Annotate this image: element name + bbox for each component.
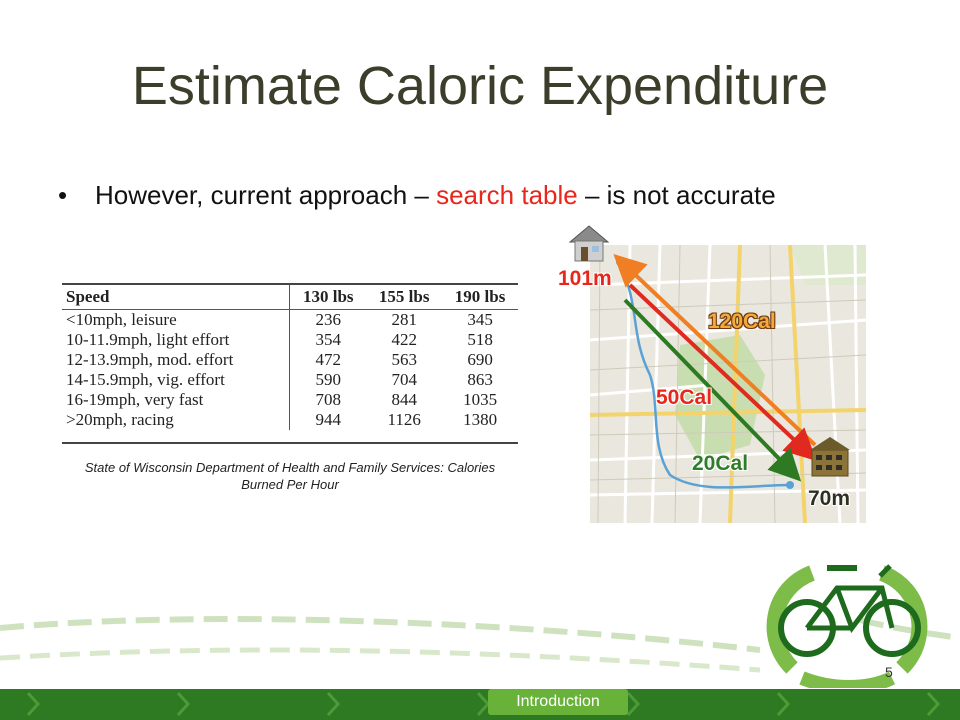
table-header-cell: 155 lbs xyxy=(366,285,443,310)
table-row: 16-19mph, very fast 708 844 1035 xyxy=(62,390,518,410)
bullet-text-after: – is not accurate xyxy=(577,180,776,210)
map-graphic xyxy=(590,245,866,523)
slide-title: Estimate Caloric Expenditure xyxy=(131,56,829,116)
table-cell: 1126 xyxy=(387,410,421,429)
table-cell: 1035 xyxy=(463,390,498,409)
decorative-swoosh xyxy=(0,616,960,673)
table-cell: 354 xyxy=(289,330,367,350)
table-cell: 472 xyxy=(289,350,367,370)
bike-logo-icon xyxy=(766,564,928,688)
table-cell: 345 xyxy=(467,310,493,329)
table-cell: 844 xyxy=(391,390,417,409)
bullet-marker: • xyxy=(58,180,68,210)
table-cell: 10-11.9mph, light effort xyxy=(66,330,230,349)
table-top-rule xyxy=(62,283,518,285)
end-elevation-label: 70m xyxy=(808,487,851,510)
start-elevation-label: 101m xyxy=(558,267,612,290)
calorie-label-red: 50Cal xyxy=(656,386,713,409)
calorie-table-grid: Speed 130 lbs 155 lbs 190 lbs <10mph, le… xyxy=(62,285,518,430)
table-row: >20mph, racing 944 1126 1380 xyxy=(62,410,518,430)
table-cell: 944 xyxy=(289,410,367,430)
tab-introduction[interactable]: Introduction xyxy=(488,689,628,715)
table-row: 14-15.9mph, vig. effort 590 704 863 xyxy=(62,370,518,390)
table-cell: 422 xyxy=(391,330,417,349)
table-cell: 518 xyxy=(467,330,493,349)
page-number: 5 xyxy=(885,664,893,680)
table-caption: State of Wisconsin Department of Health … xyxy=(84,460,496,492)
table-header-row: Speed 130 lbs 155 lbs 190 lbs xyxy=(62,285,518,310)
table-row: <10mph, leisure 236 281 345 xyxy=(62,309,518,330)
table-cell: 708 xyxy=(289,390,367,410)
calorie-table: Speed 130 lbs 155 lbs 190 lbs <10mph, le… xyxy=(62,285,518,443)
table-header-cell: 130 lbs xyxy=(289,285,367,310)
table-row: 12-13.9mph, mod. effort 472 563 690 xyxy=(62,350,518,370)
table-cell: 690 xyxy=(467,350,493,369)
table-cell: 590 xyxy=(289,370,367,390)
footer-arrows xyxy=(26,691,941,717)
table-cell: 281 xyxy=(391,310,417,329)
table-cell: 863 xyxy=(467,370,493,389)
table-cell: 16-19mph, very fast xyxy=(66,390,204,409)
table-cell: >20mph, racing xyxy=(66,410,174,429)
footer-navigation-bar xyxy=(0,689,960,720)
table-bottom-rule xyxy=(62,442,518,444)
calorie-label-orange: 120Cal xyxy=(708,310,776,333)
table-cell: <10mph, leisure xyxy=(66,310,177,329)
table-header-cell: 190 lbs xyxy=(442,285,518,310)
route-map xyxy=(590,245,866,523)
table-cell: 12-13.9mph, mod. effort xyxy=(66,350,234,369)
table-cell: 563 xyxy=(391,350,417,369)
calorie-label-green: 20Cal xyxy=(692,452,749,475)
table-cell: 704 xyxy=(391,370,417,389)
table-header-cell: Speed xyxy=(62,285,290,310)
table-row: 10-11.9mph, light effort 354 422 518 xyxy=(62,330,518,350)
table-cell: 1380 xyxy=(463,410,498,429)
table-cell: 236 xyxy=(289,309,367,330)
bullet-text-before: However, current approach – xyxy=(95,180,437,210)
bullet-text: However, current approach – search table… xyxy=(95,178,815,212)
table-cell: 14-15.9mph, vig. effort xyxy=(66,370,225,389)
bullet-highlight: search table xyxy=(436,180,578,210)
house-icon xyxy=(568,225,610,262)
